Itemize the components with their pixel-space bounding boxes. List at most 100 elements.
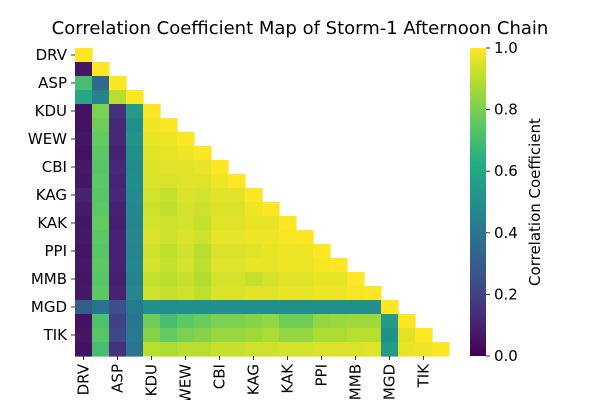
heatmap-cell: [296, 342, 314, 357]
heatmap-cell: [109, 132, 127, 147]
heatmap-cell: [143, 188, 161, 203]
heatmap-cell: [347, 328, 365, 343]
heatmap-cell: [245, 258, 263, 273]
heatmap-cell: [126, 146, 144, 161]
heatmap-cell: [347, 286, 365, 301]
heatmap-cell: [160, 272, 178, 287]
heatmap-cell: [262, 314, 280, 329]
heatmap-cell: [126, 132, 144, 147]
heatmap-cell: [177, 342, 195, 357]
heatmap-cell: [92, 342, 110, 357]
heatmap-cell: [228, 328, 246, 343]
heatmap-cell: [296, 258, 314, 273]
heatmap-cell: [126, 216, 144, 231]
heatmap-cell: [75, 160, 93, 175]
row-tick-label: KDU: [35, 102, 67, 120]
heatmap-cell: [109, 328, 127, 343]
heatmap-cell: [347, 300, 365, 315]
heatmap-cell: [75, 62, 93, 77]
heatmap-cell: [92, 62, 110, 77]
heatmap-cell: [364, 342, 382, 357]
heatmap-cell: [177, 174, 195, 189]
heatmap-cell: [160, 132, 178, 147]
heatmap-cell: [228, 342, 246, 357]
row-tick-label: MMB: [31, 270, 67, 288]
heatmap-cell: [109, 76, 127, 91]
heatmap-cell: [143, 286, 161, 301]
heatmap-cell: [245, 328, 263, 343]
heatmap-cell: [262, 300, 280, 315]
heatmap-cell: [296, 328, 314, 343]
heatmap-cell: [177, 132, 195, 147]
heatmap-cell: [126, 90, 144, 105]
colorbar-label: Correlation Coefficient: [526, 118, 544, 286]
heatmap-cell: [92, 314, 110, 329]
heatmap-cell: [126, 300, 144, 315]
heatmap-cell: [143, 244, 161, 259]
heatmap-cell: [279, 328, 297, 343]
heatmap-cell: [160, 230, 178, 245]
row-tick-label: ASP: [38, 74, 67, 92]
heatmap-cell: [211, 188, 229, 203]
heatmap-cell: [109, 174, 127, 189]
heatmap-cell: [109, 342, 127, 357]
column-tick-label: KAK: [279, 363, 297, 394]
heatmap-cell: [160, 188, 178, 203]
heatmap-cell: [92, 104, 110, 119]
heatmap-cell: [75, 328, 93, 343]
heatmap-cell: [109, 230, 127, 245]
heatmap-cell: [364, 328, 382, 343]
heatmap-cell: [211, 328, 229, 343]
heatmap-cell: [211, 230, 229, 245]
heatmap-cell: [211, 300, 229, 315]
heatmap-cell: [75, 258, 93, 273]
heatmap-cell: [245, 244, 263, 259]
heatmap-cell: [228, 244, 246, 259]
heatmap-cell: [92, 300, 110, 315]
heatmap-cell: [160, 258, 178, 273]
heatmap-cell: [262, 342, 280, 357]
heatmap-cell: [194, 300, 212, 315]
heatmap-cell: [330, 328, 348, 343]
heatmap-cell: [364, 300, 382, 315]
heatmap-cell: [92, 160, 110, 175]
heatmap-cell: [75, 230, 93, 245]
heatmap-cell: [92, 286, 110, 301]
heatmap-cell: [109, 90, 127, 105]
heatmap-cell: [398, 342, 416, 357]
heatmap-cell: [177, 286, 195, 301]
row-tick-label: KAG: [36, 186, 67, 204]
heatmap-cell: [228, 314, 246, 329]
column-tick-label: MGD: [381, 364, 399, 400]
heatmap-cell: [160, 202, 178, 217]
heatmap-cell: [92, 132, 110, 147]
heatmap-cell: [313, 314, 331, 329]
row-tick-label: PPI: [44, 242, 67, 260]
heatmap-cell: [279, 258, 297, 273]
heatmap-cell: [92, 216, 110, 231]
heatmap-cell: [160, 286, 178, 301]
heatmap-cell: [347, 314, 365, 329]
heatmap-cell: [228, 272, 246, 287]
heatmap-cell: [109, 244, 127, 259]
heatmap-cell: [126, 314, 144, 329]
heatmap-cell: [126, 230, 144, 245]
heatmap-cell: [313, 258, 331, 273]
row-tick-label: KAK: [37, 214, 68, 232]
heatmap-cell: [177, 216, 195, 231]
heatmap-cell: [279, 300, 297, 315]
heatmap-cell: [245, 202, 263, 217]
heatmap-cell: [160, 244, 178, 259]
heatmap-cell: [160, 160, 178, 175]
colorbar-tick-label: 0.8: [494, 101, 518, 119]
heatmap-cell: [126, 174, 144, 189]
heatmap-cell: [109, 202, 127, 217]
heatmap-cell: [143, 258, 161, 273]
heatmap-cell: [160, 328, 178, 343]
heatmap-cell: [126, 160, 144, 175]
heatmap-cell: [126, 328, 144, 343]
row-tick-label: WEW: [28, 130, 67, 148]
heatmap-cell: [211, 216, 229, 231]
heatmap-cell: [109, 146, 127, 161]
